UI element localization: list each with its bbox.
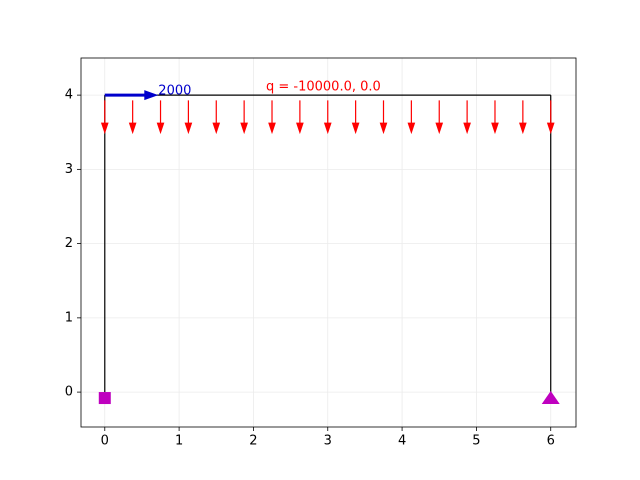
load-arrow (296, 100, 304, 135)
load-arrow (491, 100, 499, 135)
load-arrow (184, 100, 193, 135)
load-arrow (268, 100, 276, 135)
point-load-label: 2000 (158, 84, 191, 99)
load-arrow (128, 100, 137, 135)
x-tick-label: 5 (472, 434, 480, 449)
load-arrow (100, 100, 109, 135)
load-arrow (407, 100, 416, 135)
load-arrow (463, 100, 471, 135)
y-tick-label: 4 (65, 88, 73, 103)
x-tick-label: 3 (324, 434, 332, 449)
y-tick-label: 3 (65, 162, 73, 177)
plot-frame (80, 57, 577, 428)
x-tick-label: 6 (547, 434, 555, 449)
load-label: q = -10000.0, 0.0 (266, 80, 381, 95)
load-arrow (379, 100, 388, 135)
load-arrow (156, 100, 165, 135)
y-tick-label: 0 (65, 385, 73, 400)
x-tick-label: 1 (175, 434, 183, 449)
y-tick-label: 1 (65, 310, 73, 325)
load-arrow (240, 100, 248, 135)
support (541, 391, 560, 405)
x-tick-label: 0 (101, 434, 109, 449)
point-load (104, 90, 159, 101)
load-arrow (351, 100, 360, 135)
load-arrow (519, 100, 527, 135)
load-arrow (546, 100, 555, 135)
support (98, 392, 111, 405)
load-arrow (435, 100, 444, 135)
load-arrow (323, 100, 332, 135)
x-tick-label: 2 (249, 434, 257, 449)
y-tick-label: 2 (65, 236, 73, 251)
x-tick-label: 4 (398, 434, 406, 449)
load-arrow (212, 100, 221, 135)
